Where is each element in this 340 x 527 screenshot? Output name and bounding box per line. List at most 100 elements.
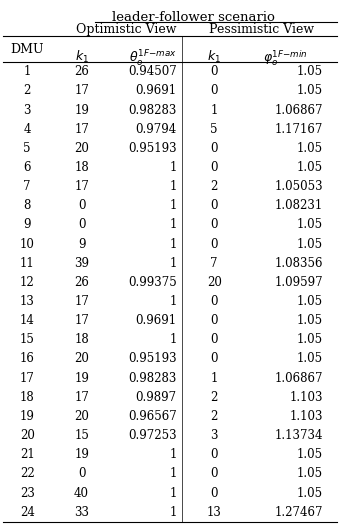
Text: 7: 7	[210, 257, 218, 270]
Text: 1.27467: 1.27467	[274, 505, 323, 519]
Text: 20: 20	[74, 142, 89, 155]
Text: 20: 20	[74, 410, 89, 423]
Text: 10: 10	[20, 238, 35, 251]
Text: 17: 17	[74, 123, 89, 136]
Text: 1.05053: 1.05053	[274, 180, 323, 193]
Text: 13: 13	[20, 295, 35, 308]
Text: 22: 22	[20, 467, 35, 481]
Text: 0: 0	[210, 486, 218, 500]
Text: 13: 13	[207, 505, 222, 519]
Text: 0.9794: 0.9794	[136, 123, 177, 136]
Text: 7: 7	[23, 180, 31, 193]
Text: 18: 18	[20, 391, 35, 404]
Text: 2: 2	[23, 84, 31, 97]
Text: 0: 0	[210, 161, 218, 174]
Text: 1: 1	[210, 372, 218, 385]
Text: 0: 0	[210, 353, 218, 366]
Text: 0: 0	[210, 218, 218, 231]
Text: 11: 11	[20, 257, 35, 270]
Text: 1.05: 1.05	[297, 218, 323, 231]
Text: 20: 20	[207, 276, 222, 289]
Text: 19: 19	[20, 410, 35, 423]
Text: 0.9691: 0.9691	[136, 84, 177, 97]
Text: 0: 0	[78, 467, 85, 481]
Text: 1: 1	[169, 486, 177, 500]
Text: 1.13734: 1.13734	[274, 429, 323, 442]
Text: 19: 19	[74, 448, 89, 461]
Text: 1.09597: 1.09597	[274, 276, 323, 289]
Text: 1: 1	[169, 199, 177, 212]
Text: 1: 1	[210, 103, 218, 116]
Text: 19: 19	[74, 103, 89, 116]
Text: 1.05: 1.05	[297, 161, 323, 174]
Text: 1: 1	[169, 295, 177, 308]
Text: 1: 1	[169, 333, 177, 346]
Text: 1: 1	[169, 218, 177, 231]
Text: 40: 40	[74, 486, 89, 500]
Text: 1.06867: 1.06867	[274, 372, 323, 385]
Text: 2: 2	[210, 410, 218, 423]
Text: 0.9897: 0.9897	[136, 391, 177, 404]
Text: 17: 17	[74, 391, 89, 404]
Text: 0.94507: 0.94507	[128, 65, 177, 79]
Text: 16: 16	[20, 353, 35, 366]
Text: 9: 9	[78, 238, 85, 251]
Text: 0.98283: 0.98283	[129, 103, 177, 116]
Text: 2: 2	[210, 180, 218, 193]
Text: 1.05: 1.05	[297, 314, 323, 327]
Text: 1.05: 1.05	[297, 84, 323, 97]
Text: 20: 20	[74, 353, 89, 366]
Text: Pessimistic View: Pessimistic View	[209, 23, 314, 36]
Text: 1.05: 1.05	[297, 448, 323, 461]
Text: 1: 1	[169, 180, 177, 193]
Text: 26: 26	[74, 65, 89, 79]
Text: 24: 24	[20, 505, 35, 519]
Text: 5: 5	[210, 123, 218, 136]
Text: 1: 1	[23, 65, 31, 79]
Text: 14: 14	[20, 314, 35, 327]
Text: 19: 19	[74, 372, 89, 385]
Text: 15: 15	[20, 333, 35, 346]
Text: 4: 4	[23, 123, 31, 136]
Text: 12: 12	[20, 276, 35, 289]
Text: 9: 9	[23, 218, 31, 231]
Text: 0: 0	[210, 467, 218, 481]
Text: leader-follower scenario: leader-follower scenario	[112, 11, 275, 24]
Text: 0: 0	[210, 238, 218, 251]
Text: 1.05: 1.05	[297, 467, 323, 481]
Text: 0: 0	[210, 333, 218, 346]
Text: 3: 3	[23, 103, 31, 116]
Text: 0.97253: 0.97253	[128, 429, 177, 442]
Text: 0: 0	[78, 218, 85, 231]
Text: 33: 33	[74, 505, 89, 519]
Text: 6: 6	[23, 161, 31, 174]
Text: 17: 17	[74, 180, 89, 193]
Text: 1.08231: 1.08231	[275, 199, 323, 212]
Text: 0: 0	[210, 199, 218, 212]
Text: 15: 15	[74, 429, 89, 442]
Text: 0.9691: 0.9691	[136, 314, 177, 327]
Text: 20: 20	[20, 429, 35, 442]
Text: 0.95193: 0.95193	[128, 353, 177, 366]
Text: 1.05: 1.05	[297, 65, 323, 79]
Text: 5: 5	[23, 142, 31, 155]
Text: 0.98283: 0.98283	[129, 372, 177, 385]
Text: 1.17167: 1.17167	[275, 123, 323, 136]
Text: 1: 1	[169, 257, 177, 270]
Text: 17: 17	[20, 372, 35, 385]
Text: 1.06867: 1.06867	[274, 103, 323, 116]
Text: 0: 0	[210, 84, 218, 97]
Text: 1.08356: 1.08356	[274, 257, 323, 270]
Text: 18: 18	[74, 161, 89, 174]
Text: $k_1$: $k_1$	[74, 48, 89, 65]
Text: 0: 0	[210, 314, 218, 327]
Text: 0.99375: 0.99375	[128, 276, 177, 289]
Text: 1.05: 1.05	[297, 295, 323, 308]
Text: 39: 39	[74, 257, 89, 270]
Text: 17: 17	[74, 295, 89, 308]
Text: 0: 0	[210, 448, 218, 461]
Text: DMU: DMU	[11, 43, 44, 55]
Text: 1: 1	[169, 467, 177, 481]
Text: $\theta_o^{1F\mathrm{-}max}$: $\theta_o^{1F\mathrm{-}max}$	[129, 48, 177, 69]
Text: 1.05: 1.05	[297, 333, 323, 346]
